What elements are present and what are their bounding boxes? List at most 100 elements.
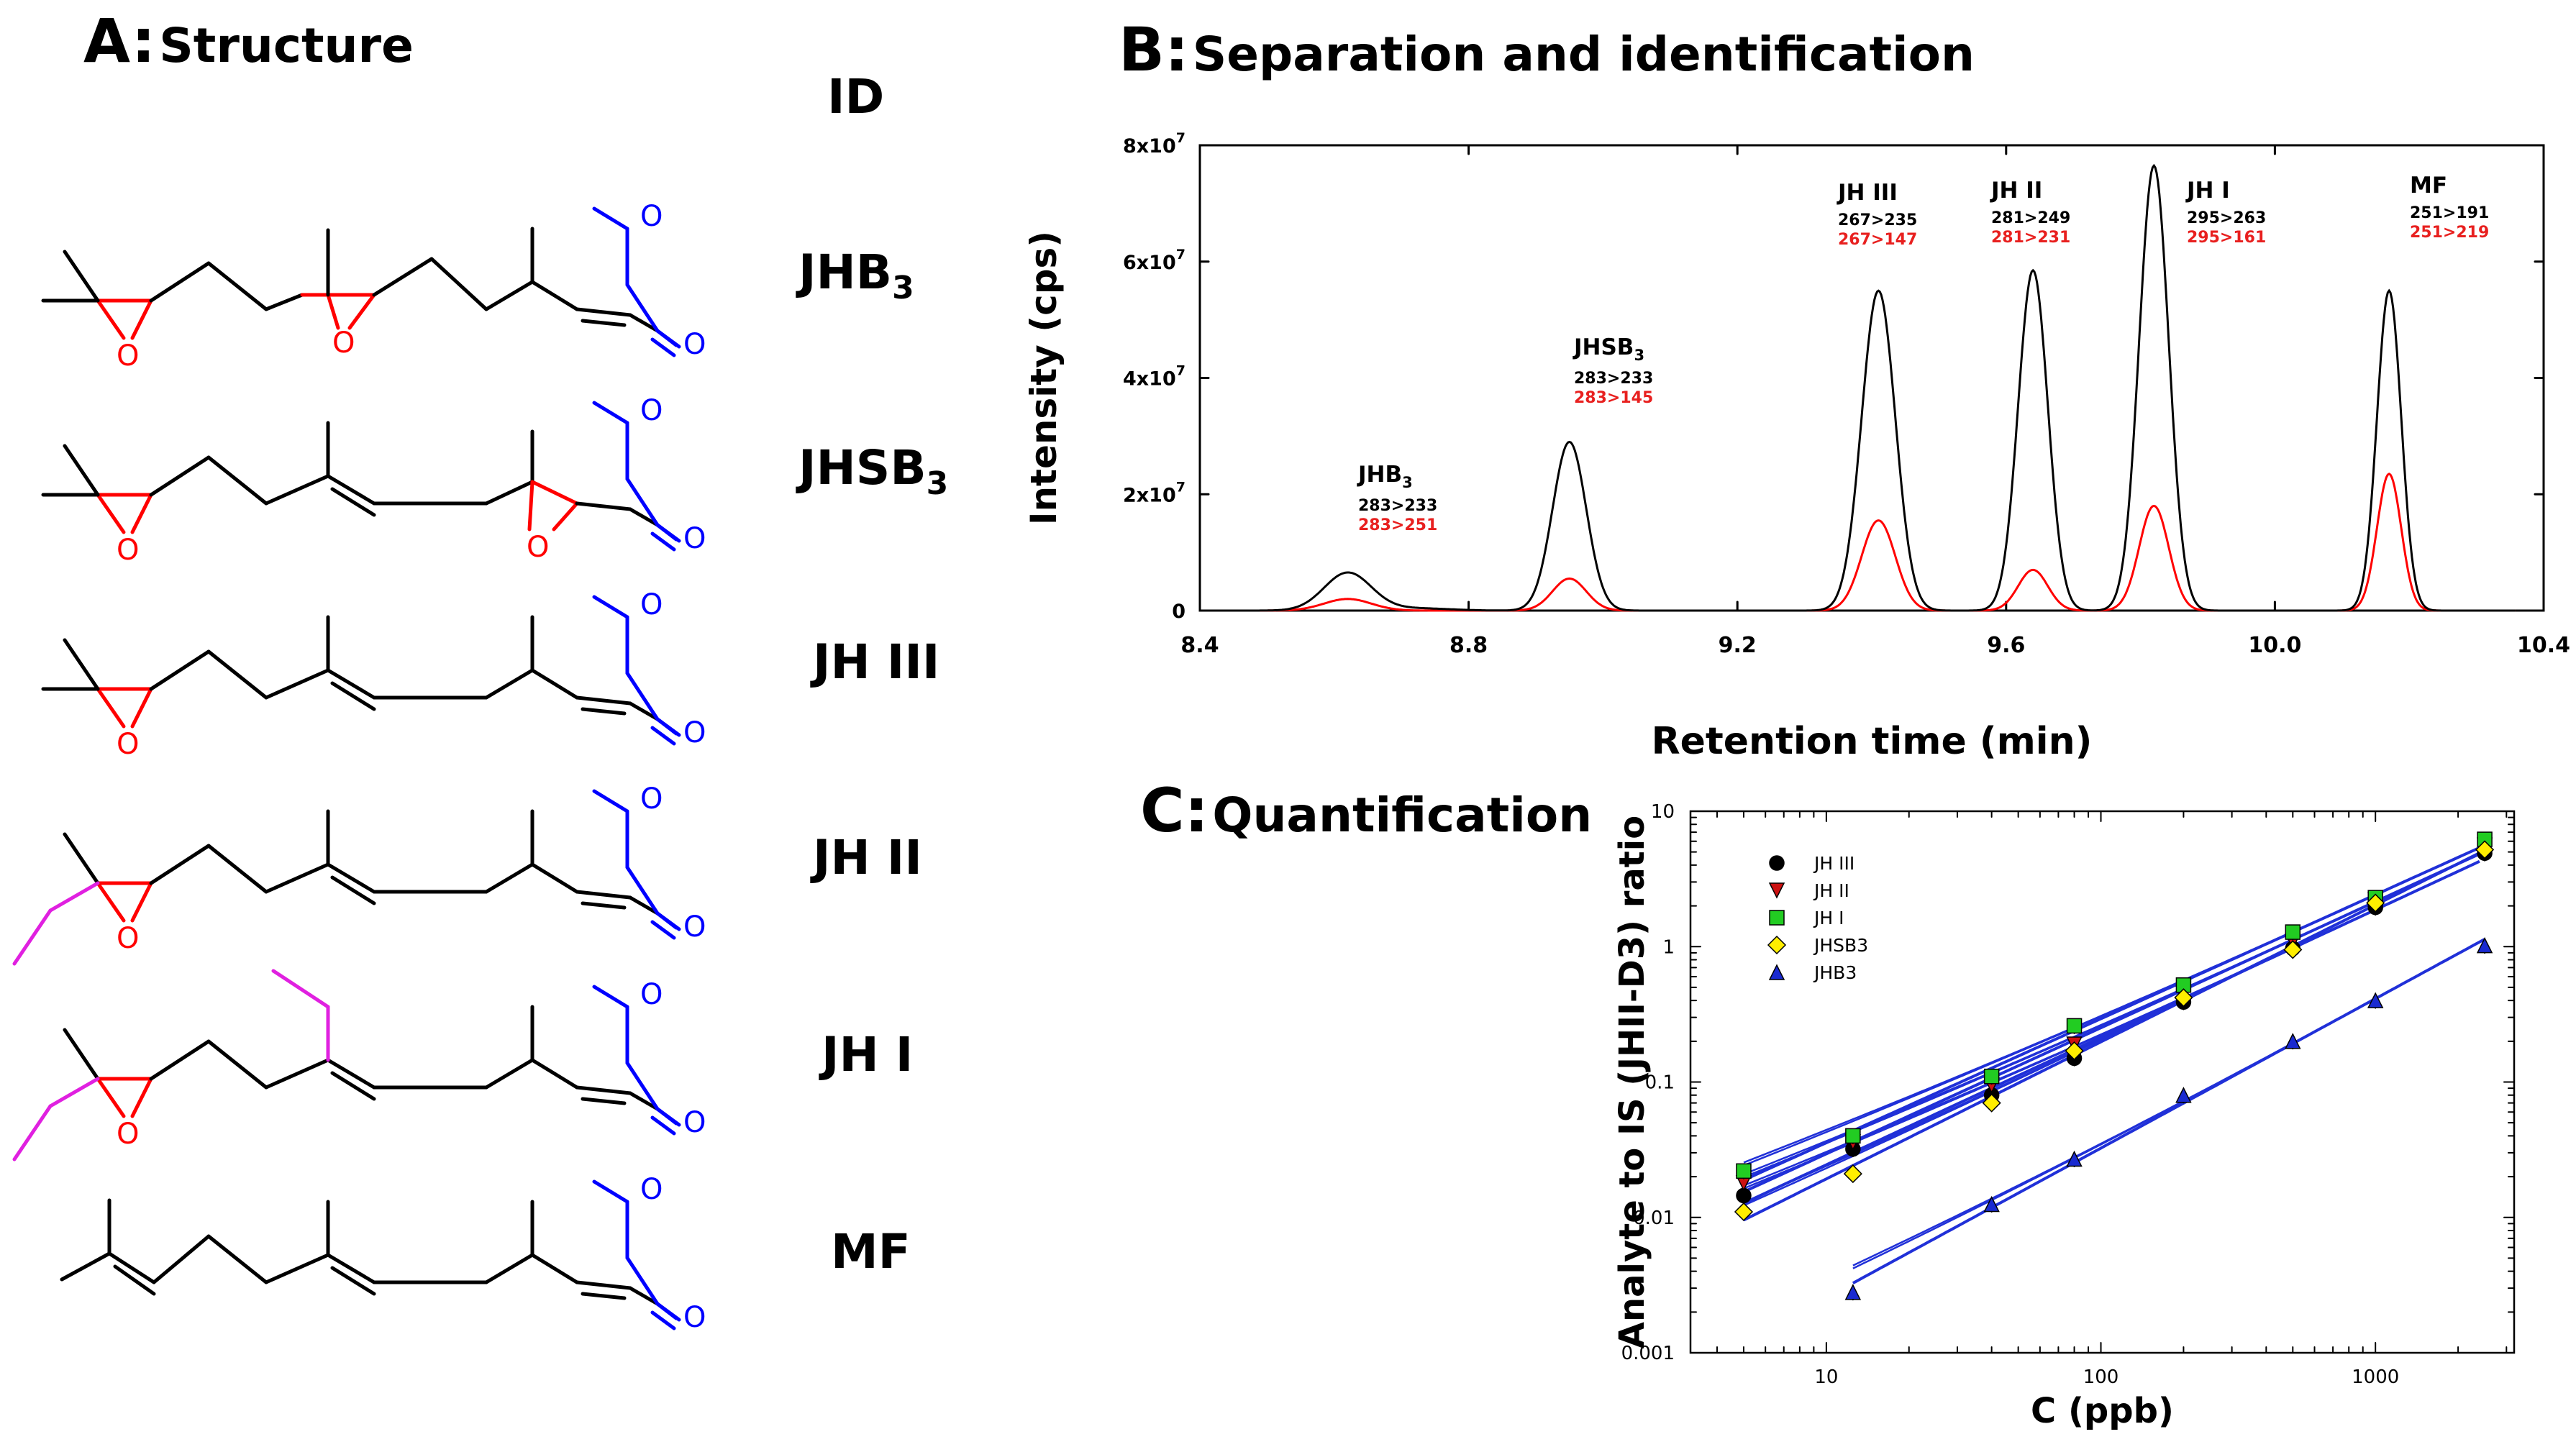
molecule-id-text: JH II — [813, 830, 922, 885]
bond — [625, 283, 660, 333]
peak-name-subscript: 3 — [1402, 474, 1413, 491]
peak-transition-quant: 251>191 — [2410, 204, 2490, 222]
epoxide-oxygen: O — [117, 728, 139, 761]
bond — [330, 1071, 376, 1101]
peak-transition-quant: 267>235 — [1838, 211, 1918, 229]
peak-transition-quant: 281>249 — [1991, 209, 2071, 227]
bond — [484, 1253, 534, 1284]
legend-label: JH II — [1813, 880, 1849, 901]
data-point — [2285, 1033, 2301, 1049]
bond — [581, 319, 627, 327]
regression-line — [1743, 852, 2480, 1194]
bond — [149, 261, 211, 303]
bond — [326, 668, 376, 700]
bond — [347, 293, 376, 330]
peak-transition-quant: 283>233 — [1574, 370, 1654, 388]
bond — [63, 250, 100, 303]
y-tick-label: 6x107 — [1123, 247, 1185, 274]
bond — [625, 671, 660, 721]
peak-label-jh2: JH II 281>249 281>231 — [1991, 178, 2070, 247]
bond — [96, 881, 126, 923]
bond — [63, 444, 100, 497]
bond — [264, 293, 304, 311]
peak-transition-qual: 251>219 — [2410, 224, 2490, 242]
bond — [264, 668, 330, 700]
legend-marker — [1768, 882, 1785, 899]
peak-name: JH III — [1838, 180, 1898, 206]
data-point — [1843, 1164, 1862, 1184]
y-tick-label: 10 — [1651, 801, 1675, 823]
data-point — [2367, 992, 2384, 1008]
chromatogram-chart: 8.4 8.8 9.2 9.6 10.0 10.4 0 2x107 4x107 6x107 8x10… — [1023, 130, 2570, 763]
bond — [592, 595, 629, 619]
id-header: ID — [827, 69, 885, 124]
bond — [575, 501, 632, 511]
peak-transition-qual: 281>231 — [1991, 229, 2071, 247]
peak-label-jhsb3: JHSB3 283>233 283>145 — [1574, 334, 1653, 407]
panel-b-letter: B: — [1119, 14, 1189, 85]
bond — [530, 280, 579, 311]
data-point — [2066, 1018, 2083, 1034]
peak-label-jh3: JH III 267>235 267>147 — [1838, 180, 1917, 249]
molecule-id-text: JH III — [813, 634, 940, 690]
panel-a-title: Structure — [159, 18, 414, 73]
bond — [628, 701, 660, 721]
bond — [484, 668, 534, 700]
bond — [655, 911, 678, 930]
molecule-id-jh3: JH III — [813, 634, 939, 690]
panel-b-title: Separation and identification — [1192, 27, 1975, 82]
data-point — [1845, 1128, 1861, 1144]
bond — [96, 298, 126, 340]
bond — [149, 649, 211, 691]
bond — [484, 480, 534, 506]
bond — [527, 480, 534, 531]
molecule-id-jhb3: JHB3 — [798, 245, 914, 306]
bond — [107, 1251, 156, 1284]
bond — [655, 523, 678, 542]
bond — [96, 687, 126, 729]
bond — [530, 862, 579, 894]
data-point — [2066, 1150, 2083, 1167]
bond — [264, 862, 330, 894]
bond — [206, 261, 268, 311]
bond — [628, 1286, 660, 1306]
molecule-id-text: JH I — [822, 1027, 914, 1082]
carbonyl-oxygen: O — [683, 910, 706, 944]
x-tick-label: 10.4 — [2517, 633, 2570, 658]
y-axis-label: Analyte to IS (JHII-D3) ratio — [1612, 816, 1652, 1348]
panel-a-header: A: Structure — [83, 6, 414, 76]
bond — [326, 1058, 376, 1090]
molecule-id-text: JHSB — [798, 440, 927, 496]
bond — [264, 1253, 330, 1284]
bond — [552, 501, 579, 531]
bond — [326, 1253, 376, 1284]
epoxide-oxygen: O — [117, 922, 139, 955]
epoxide-oxygen: O — [117, 534, 139, 567]
x-tick-label: 1000 — [2352, 1366, 2399, 1388]
x-tick-label: 8.8 — [1449, 633, 1488, 658]
bond — [650, 1310, 676, 1330]
bond — [96, 1077, 126, 1118]
data-point — [1736, 1163, 1752, 1179]
panel-b-header: B: Separation and identification — [1119, 14, 1975, 85]
bond — [628, 507, 660, 527]
bond — [326, 862, 376, 894]
bond — [206, 1039, 268, 1090]
y-tick-exponent: 7 — [1176, 479, 1185, 495]
peak-transition-quant: 283>233 — [1358, 497, 1438, 515]
panel-c-title: Quantification — [1212, 788, 1593, 843]
data-point — [2283, 940, 2303, 959]
bond — [650, 726, 676, 746]
molecule-id-subscript: 3 — [926, 465, 949, 502]
calibration-chart: 10 100 1000 0.001 0.01 0.1 1 10 C (ppb) Analyte t… — [1612, 801, 2516, 1431]
ethyl-bond — [12, 908, 53, 966]
bond — [655, 329, 678, 347]
panel-c-header: C: Quantification — [1140, 775, 1592, 846]
molecule-id-subscript: 3 — [892, 270, 914, 306]
ethyl-bond — [12, 1104, 53, 1161]
bond — [530, 1253, 579, 1284]
peak-name-subscript: 3 — [1634, 347, 1645, 364]
peak-label-jh1: JH I 295>263 295>161 — [2187, 178, 2266, 247]
bond — [326, 474, 376, 506]
